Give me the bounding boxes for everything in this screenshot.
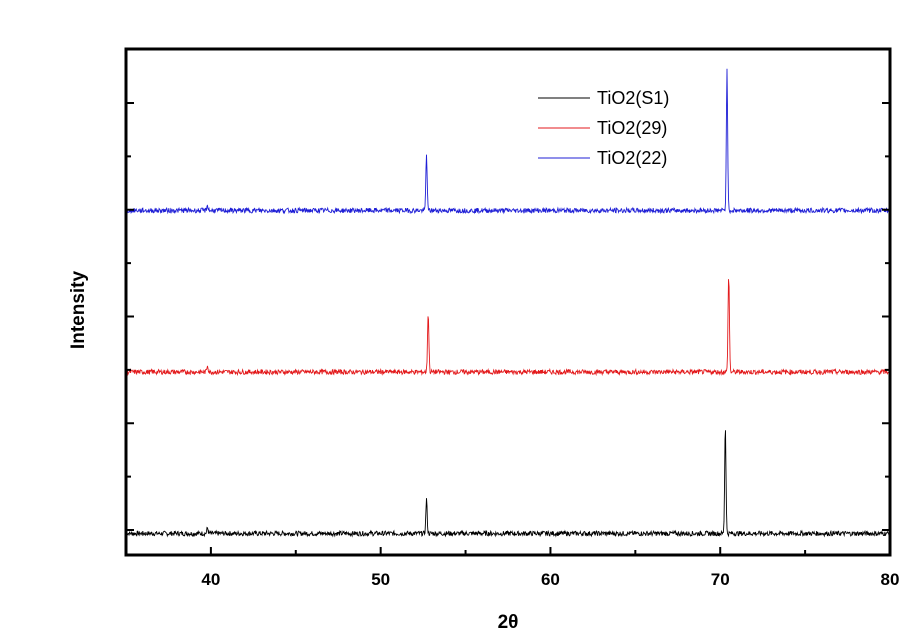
plot-frame <box>124 47 892 557</box>
y-axis-title: Intensity <box>68 271 89 350</box>
x-axis-title: 2θ <box>498 612 519 633</box>
series-line-1 <box>125 430 891 538</box>
legend-label-3: TiO2(22) <box>597 148 667 168</box>
x-tick-label: 40 <box>201 570 220 589</box>
x-tick-label: 80 <box>881 570 900 589</box>
legend-label-1: TiO2(S1) <box>597 88 669 108</box>
series-layer <box>125 68 891 538</box>
ticks-layer: 40 50 60 70 80 <box>125 102 900 589</box>
series-line-3 <box>125 68 891 215</box>
x-tick-label: 50 <box>371 570 390 589</box>
x-tick-label: 60 <box>541 570 560 589</box>
legend: TiO2(S1) TiO2(29) TiO2(22) <box>538 88 669 168</box>
series-line-2 <box>125 279 891 377</box>
legend-label-2: TiO2(29) <box>597 118 667 138</box>
x-tick-label: 70 <box>711 570 730 589</box>
